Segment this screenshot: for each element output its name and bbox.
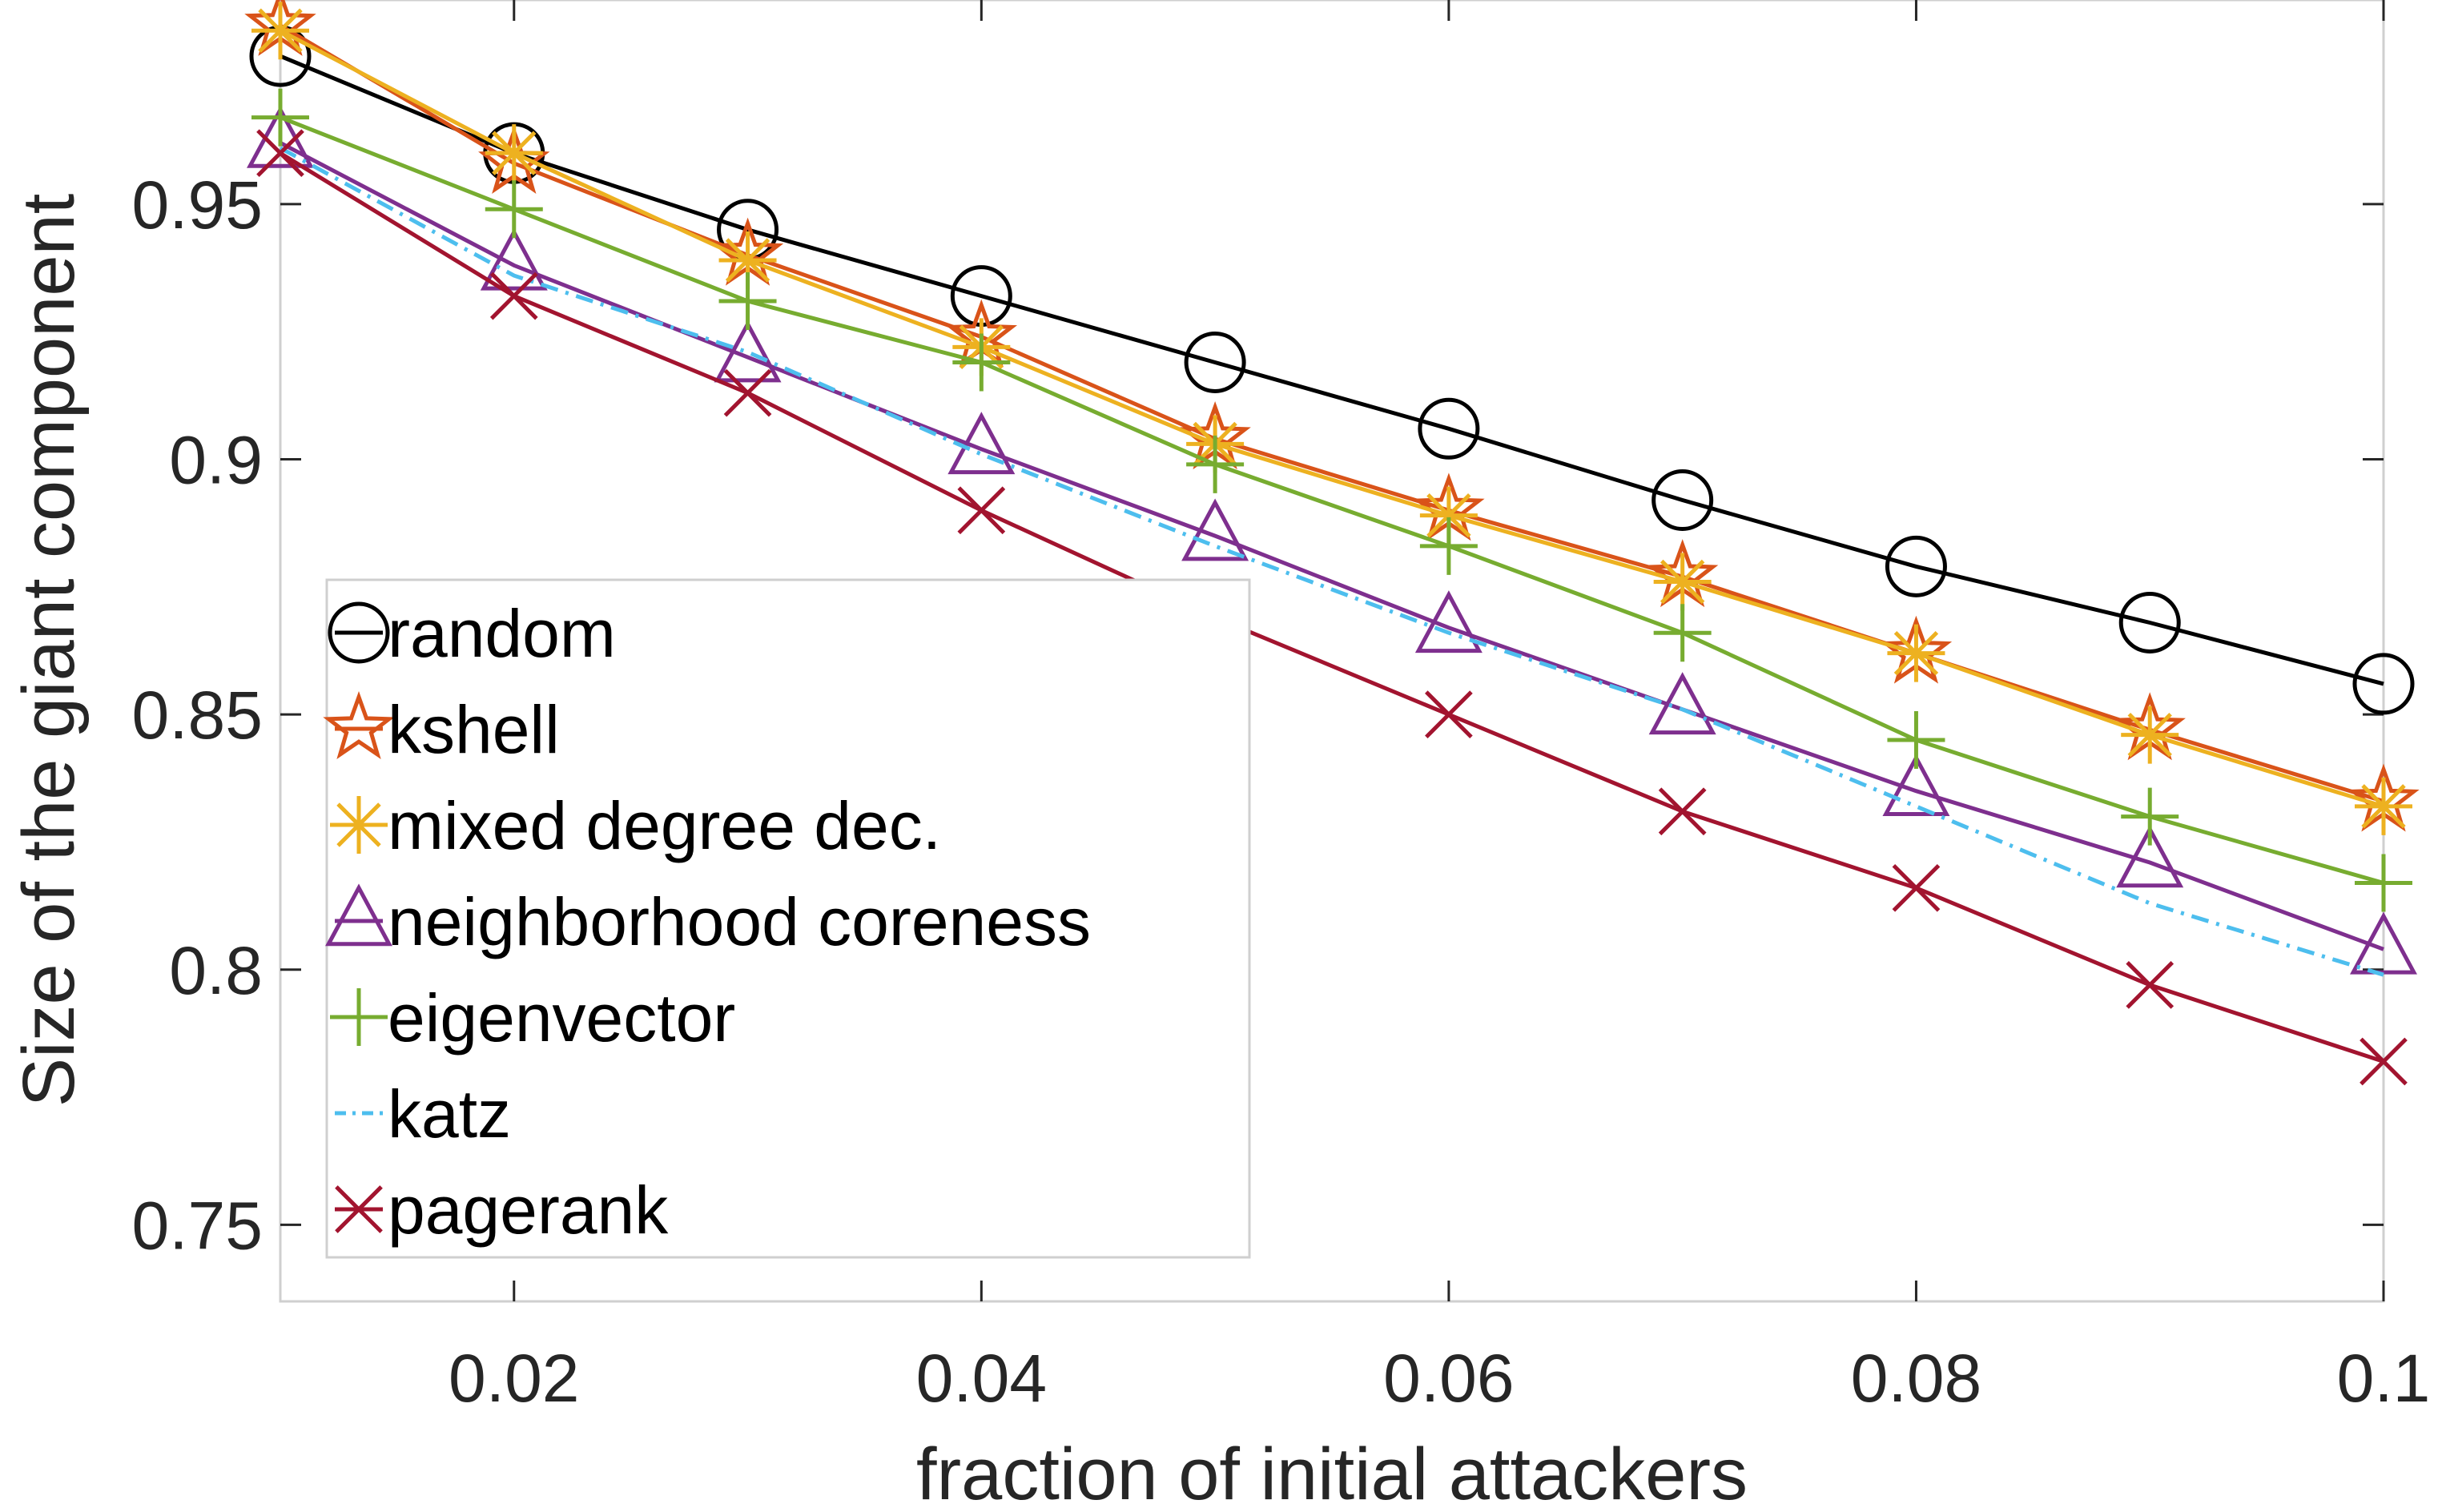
series-eigenvector [251, 88, 2412, 912]
data-point [2350, 911, 2417, 975]
data-point [1648, 672, 1716, 735]
data-point [1419, 486, 1478, 545]
legend-label: kshell [388, 692, 560, 767]
data-point [480, 227, 548, 291]
data-point [1887, 711, 1945, 770]
legend-item: katz [335, 1076, 511, 1152]
data-point [489, 271, 538, 320]
series-line [279, 141, 2384, 951]
data-point [1419, 517, 1478, 575]
data-point [714, 320, 782, 383]
data-point [251, 2, 309, 60]
data-point [947, 412, 1016, 475]
series-line [280, 54, 2384, 686]
legend-marker [330, 988, 388, 1046]
legend-label: random [388, 596, 616, 671]
y-axis-label: Size of the giant component [8, 194, 90, 1108]
data-point [1658, 787, 1707, 836]
legend-item: random [328, 596, 616, 671]
x-axis: 0.02 0.04 0.06 0.08 0.1 [449, 0, 2430, 1416]
data-point [718, 271, 777, 330]
legend-label: katz [388, 1076, 511, 1152]
data-point [1892, 863, 1941, 912]
data-point [251, 88, 309, 147]
x-tick-label: 0.06 [1383, 1341, 1515, 1416]
y-tick-label: 0.85 [132, 678, 264, 753]
data-point [1186, 435, 1245, 493]
data-point [1425, 690, 1473, 739]
series-layer [244, 0, 2420, 1086]
series-pagerank [256, 129, 2408, 1086]
data-point [2355, 777, 2412, 835]
data-point [1184, 331, 1246, 393]
data-point [718, 231, 777, 289]
legend-item: neighborhood coreness [325, 883, 1091, 959]
x-tick-label: 0.02 [449, 1341, 580, 1416]
series-line [279, 151, 2384, 1064]
data-point [2355, 854, 2412, 912]
data-point [256, 129, 304, 178]
legend-item: eigenvector [330, 980, 735, 1056]
legend-item: mixed degree dec. [330, 788, 941, 863]
series-line [279, 28, 2384, 809]
legend-marker [325, 883, 392, 947]
legend-label: pagerank [388, 1172, 669, 1248]
legend-item: pagerank [335, 1172, 669, 1248]
y-tick-label: 0.95 [132, 167, 264, 243]
data-point [1653, 604, 1712, 662]
data-point [952, 333, 1011, 392]
x-tick-label: 0.04 [916, 1341, 1048, 1416]
data-point [2360, 1037, 2408, 1086]
data-point [1418, 397, 1480, 460]
legend-label: neighborhood coreness [388, 884, 1091, 959]
data-point [1882, 754, 1950, 817]
data-point [2121, 787, 2179, 846]
data-point [2352, 653, 2415, 715]
legend-label: eigenvector [388, 980, 735, 1056]
data-point [2126, 961, 2174, 1009]
legend-label: mixed degree dec. [388, 788, 941, 863]
y-axis: 0.75 0.8 0.85 0.9 0.95 [132, 167, 2384, 1263]
series-line [280, 115, 2384, 885]
data-point [723, 368, 772, 417]
legend-marker [335, 1185, 383, 1233]
y-tick-label: 0.75 [132, 1188, 264, 1263]
data-point [957, 486, 1006, 535]
data-point [2116, 825, 2184, 888]
data-point [1885, 535, 1947, 597]
data-point [1414, 590, 1483, 653]
legend-box [325, 578, 1251, 1259]
series-katz [279, 146, 2384, 977]
legend: random kshell mixed degree dec. neighborhoo… [323, 578, 1251, 1259]
series-mixed-degree-dec- [251, 2, 2412, 835]
x-axis-label: fraction of initial attackers [916, 1434, 1748, 1512]
legend-marker [323, 690, 395, 759]
data-point [485, 124, 543, 183]
legend-marker [328, 601, 390, 664]
data-point [2121, 706, 2179, 764]
series-line [279, 23, 2384, 803]
legend-item: kshell [323, 690, 560, 767]
legend-marker [330, 796, 388, 854]
data-point [1181, 498, 1249, 561]
data-point [1651, 469, 1714, 532]
x-tick-label: 0.1 [2337, 1341, 2431, 1416]
x-tick-label: 0.08 [1851, 1341, 1982, 1416]
series-line [279, 146, 2384, 977]
data-point [1887, 624, 1945, 682]
data-point [1653, 553, 1712, 611]
y-tick-label: 0.9 [169, 423, 263, 498]
y-tick-label: 0.8 [169, 933, 263, 1008]
data-point [2118, 591, 2181, 653]
data-point [485, 180, 543, 239]
